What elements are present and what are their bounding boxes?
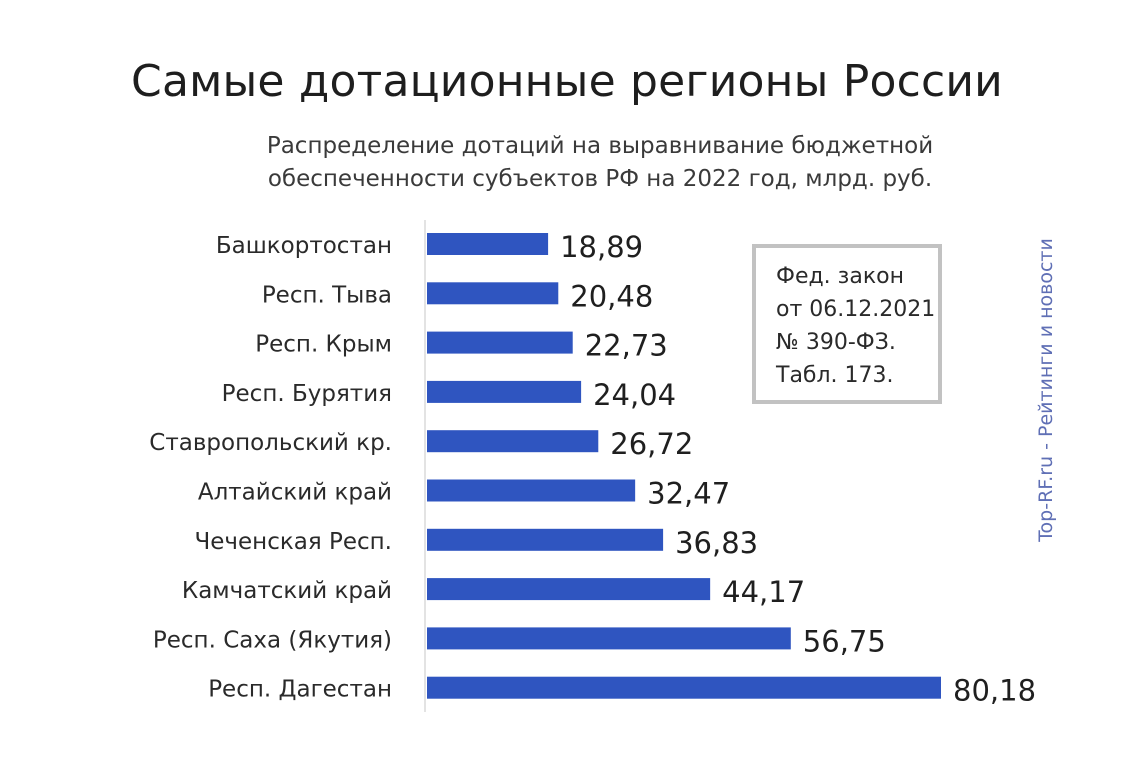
- category-label: Респ. Саха (Якутия): [153, 627, 392, 653]
- value-label: 80,18: [953, 674, 1036, 708]
- subtitle-line-1: Распределение дотаций на выравнивание бю…: [266, 133, 934, 159]
- category-label: Респ. Бурятия: [222, 381, 392, 407]
- value-label: 26,72: [610, 427, 693, 461]
- note-line-3: № 390-ФЗ.: [776, 330, 896, 355]
- bar: [427, 578, 711, 601]
- category-label: Чеченская Респ.: [195, 529, 393, 555]
- note-line-2: от 06.12.2021: [776, 297, 936, 322]
- chart-title: Самые дотационные регионы России: [131, 56, 1003, 107]
- note-line-4: Табл. 173.: [776, 363, 894, 388]
- category-label: Ставропольский кр.: [149, 430, 392, 456]
- category-label: Башкортостан: [216, 233, 392, 259]
- note-line-1: Фед. закон: [776, 264, 904, 289]
- category-label: Камчатский край: [182, 578, 392, 604]
- bar: [427, 282, 559, 305]
- value-label: 32,47: [647, 477, 730, 511]
- value-label: 18,89: [560, 230, 643, 264]
- bar: [427, 479, 636, 502]
- value-label: 44,17: [722, 575, 805, 609]
- bar: [427, 528, 664, 551]
- bar: [427, 233, 549, 255]
- category-label: Алтайский край: [198, 480, 392, 506]
- value-label: 22,73: [585, 329, 668, 363]
- value-label: 56,75: [803, 624, 886, 658]
- subtitle-line-2: обеспеченности субъектов РФ на 2022 год,…: [267, 166, 933, 192]
- value-label: 36,83: [675, 526, 758, 560]
- value-label: 20,48: [570, 279, 653, 313]
- bar: [427, 430, 599, 453]
- category-label: Респ. Дагестан: [208, 677, 392, 703]
- bar: [427, 676, 941, 699]
- bar: [427, 331, 573, 354]
- category-label: Респ. Тыва: [262, 282, 392, 308]
- bar: [427, 380, 582, 403]
- bar: [427, 627, 791, 650]
- chart-subtitle: Распределение дотаций на выравнивание бю…: [200, 130, 1000, 196]
- value-label: 24,04: [593, 378, 676, 412]
- category-label: Респ. Крым: [255, 332, 392, 358]
- watermark: Top-RF.ru - Рейтинги и новости: [1035, 238, 1057, 542]
- source-note-box: Фед. закон от 06.12.2021 № 390-ФЗ. Табл.…: [752, 244, 942, 404]
